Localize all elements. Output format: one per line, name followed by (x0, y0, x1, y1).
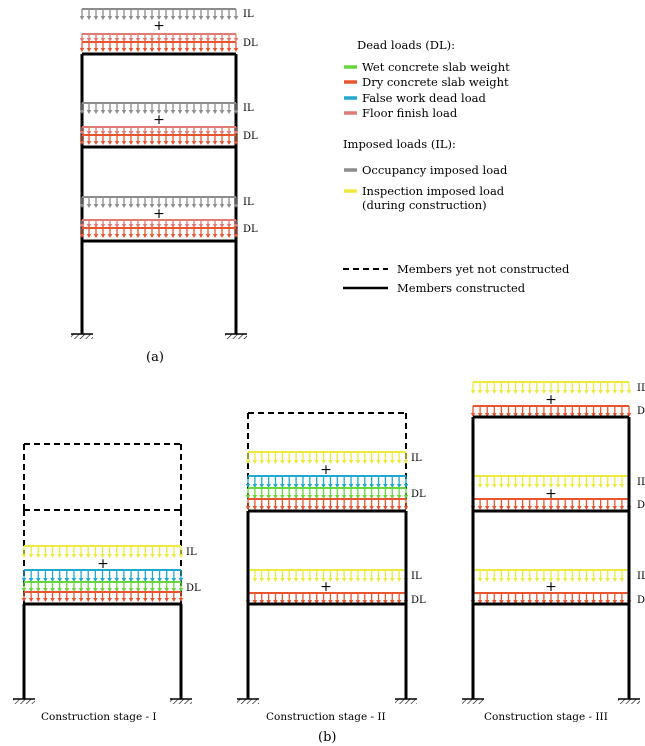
occupancy-load-3 (79, 196, 239, 208)
inspection-load-lower (470, 569, 632, 582)
dry-concrete-load-roof (470, 405, 632, 417)
il-label: IL (637, 477, 645, 488)
dl-label: DL (243, 224, 258, 235)
stage-2-caption: Construction stage - II (266, 711, 386, 723)
legend-dead-heading: Dead loads (DL): (357, 38, 455, 52)
support-right (225, 333, 247, 339)
il-label: IL (637, 383, 645, 394)
dl-label: DL (637, 406, 645, 417)
plus-sign: + (320, 462, 332, 478)
il-label: IL (411, 571, 422, 582)
wet-concrete-load (245, 487, 409, 499)
support-right (395, 698, 417, 704)
dl-label: DL (243, 131, 258, 142)
floor-finish-load-3 (79, 219, 239, 228)
support-right (170, 698, 192, 704)
dry-concrete-load-2 (79, 134, 239, 145)
caption-b: (b) (318, 730, 336, 745)
wet-concrete-load (21, 581, 184, 592)
dry-concrete-load-lower (470, 592, 632, 604)
dl-label: DL (243, 38, 258, 49)
legend-label-not-constructed: Members yet not constructed (397, 262, 570, 276)
dry-concrete-load-3 (79, 227, 239, 238)
inspection-load-lower (245, 569, 409, 582)
il-label: IL (243, 197, 254, 208)
dl-label: DL (637, 595, 645, 606)
plus-sign: + (153, 18, 165, 34)
legend-label-inspection-note: (during construction) (362, 198, 487, 212)
support-left (13, 698, 35, 704)
inspection-load (21, 545, 184, 558)
plus-sign: + (545, 486, 557, 502)
support-left (237, 698, 259, 704)
stage-1-frame: + IL DL (13, 443, 201, 704)
inspection-load-upper (245, 451, 409, 464)
legend-label-wet-concrete: Wet concrete slab weight (362, 60, 510, 74)
plus-sign: + (153, 206, 165, 222)
dl-label: DL (411, 489, 426, 500)
floor-finish-load-2 (79, 126, 239, 135)
il-label: IL (243, 9, 254, 20)
legend-label-floor-finish: Floor finish load (362, 106, 458, 120)
plus-sign: + (545, 579, 557, 595)
il-label: IL (411, 453, 422, 464)
dry-concrete-load-upper (245, 498, 409, 510)
legend-label-dry-concrete: Dry concrete slab weight (362, 75, 509, 89)
stage-3-frame: + + + IL DL IL DL IL DL (462, 381, 645, 704)
plus-sign: + (153, 112, 165, 128)
dl-label: DL (637, 500, 645, 511)
caption-a: (a) (146, 350, 164, 365)
dry-concrete-load-1 (79, 41, 239, 52)
dry-concrete-load (21, 591, 184, 602)
occupancy-load-1 (79, 8, 239, 20)
legend-label-constructed: Members constructed (397, 281, 526, 295)
stage-1-caption: Construction stage - I (41, 711, 157, 723)
plus-sign: + (545, 392, 557, 408)
false-work-load (21, 569, 184, 582)
dry-concrete-load-lower (245, 592, 409, 604)
il-label: IL (243, 103, 254, 114)
il-label: IL (637, 571, 645, 582)
legend: Dead loads (DL): Wet concrete slab weigh… (343, 38, 570, 295)
plus-sign: + (97, 556, 109, 572)
legend-label-false-work: False work dead load (362, 91, 486, 105)
occupancy-load-2 (79, 102, 239, 114)
support-left (71, 333, 93, 339)
legend-label-inspection: Inspection imposed load (362, 184, 505, 198)
dry-concrete-load-mid (470, 498, 632, 510)
frame-a: + IL DL + IL DL + IL DL (71, 8, 258, 339)
dl-label: DL (411, 595, 426, 606)
false-work-load (245, 475, 409, 488)
legend-label-occupancy: Occupancy imposed load (362, 163, 508, 177)
support-right (618, 698, 640, 704)
stage-2-frame: + + IL DL IL DL (237, 412, 426, 704)
support-left (462, 698, 484, 704)
dl-label: DL (186, 583, 201, 594)
legend-imposed-heading: Imposed loads (IL): (343, 137, 456, 151)
plus-sign: + (320, 579, 332, 595)
inspection-load-roof (470, 381, 632, 394)
il-label: IL (186, 547, 197, 558)
stage-3-caption: Construction stage - III (484, 711, 608, 723)
floor-finish-load-1 (79, 33, 239, 42)
